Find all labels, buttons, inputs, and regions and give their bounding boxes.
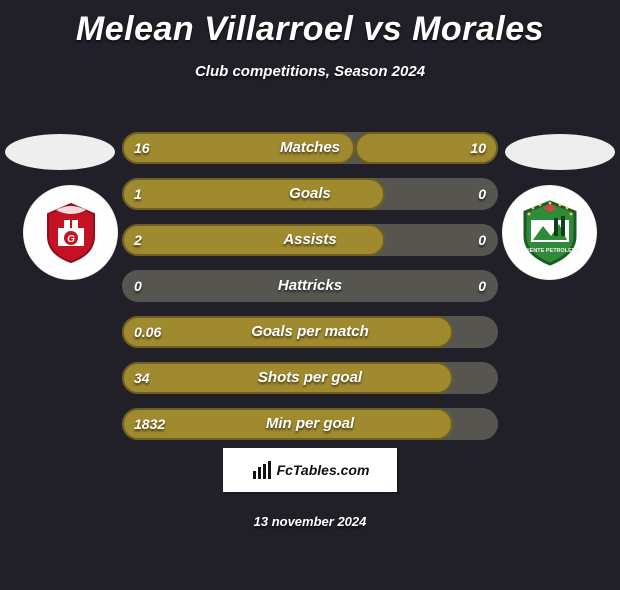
club-badge-right: ORIENTE PETROLERO [502,185,597,280]
chart-icon [251,459,273,481]
stat-label: Matches [122,132,498,164]
club-crest-icon: G [36,198,106,268]
player-photo-right [505,134,615,170]
stat-row: 2Assists0 [122,224,498,256]
stat-row: 34Shots per goal [122,362,498,394]
stats-table: 16Matches101Goals02Assists00Hattricks00.… [122,132,498,454]
date-label: 13 november 2024 [0,514,620,529]
stat-row: 16Matches10 [122,132,498,164]
stat-value-right: 10 [470,132,486,164]
stat-value-right: 0 [478,178,486,210]
svg-text:ORIENTE PETROLERO: ORIENTE PETROLERO [519,248,580,254]
svg-text:G: G [67,234,75,245]
stat-row: 1Goals0 [122,178,498,210]
stat-row: 0.06Goals per match [122,316,498,348]
stat-value-right: 0 [478,224,486,256]
stat-label: Goals per match [122,316,498,348]
stat-value-right: 0 [478,270,486,302]
page-title: Melean Villarroel vs Morales [0,10,620,49]
club-crest-icon: ORIENTE PETROLERO [513,196,587,270]
brand-label: FcTables.com [277,462,370,478]
stat-label: Hattricks [122,270,498,302]
stat-row: 1832Min per goal [122,408,498,440]
club-badge-left: G [23,185,118,280]
player-photo-left [5,134,115,170]
stat-label: Goals [122,178,498,210]
brand-box[interactable]: FcTables.com [223,448,397,492]
subtitle: Club competitions, Season 2024 [0,63,620,80]
stat-label: Min per goal [122,408,498,440]
stat-row: 0Hattricks0 [122,270,498,302]
stat-label: Shots per goal [122,362,498,394]
stat-label: Assists [122,224,498,256]
